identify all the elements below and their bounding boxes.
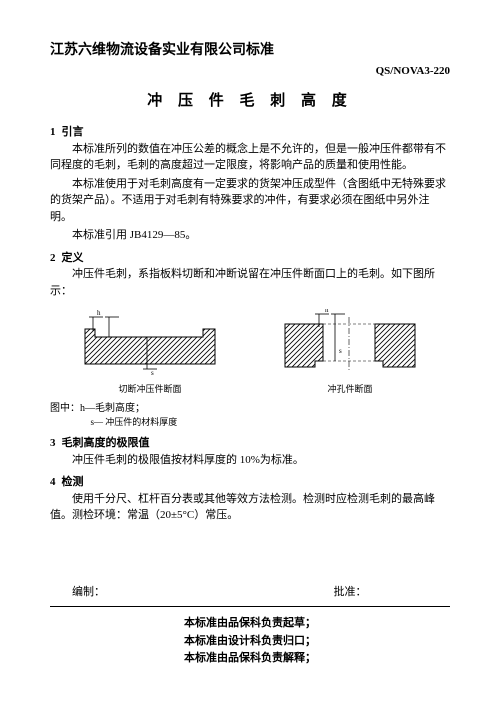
legend-head: 图中： (50, 403, 80, 414)
figure-1: h s 切断冲压件断面 (75, 309, 225, 397)
figures-row: h s 切断冲压件断面 h s 冲孔件断面 (50, 309, 450, 397)
company-header: 江苏六维物流设备实业有限公司标准 (50, 40, 450, 61)
section-1-head: 1 引言 (50, 124, 450, 141)
fig1-caption: 切断冲压件断面 (75, 383, 225, 397)
sig-approved: 批准： (250, 584, 450, 601)
svg-text:h: h (325, 309, 329, 314)
section-2-num: 2 (50, 250, 56, 267)
doc-code: QS/NOVA3-220 (50, 63, 450, 80)
s2-p1: 冲压件毛刺，系指板料切断和冲断说留在冲压件断面口上的毛刺。如下图所示： (50, 266, 450, 299)
section-4-title: 检测 (62, 476, 84, 488)
footer-2: 本标准由设计科负责归口； (50, 633, 450, 651)
svg-text:h: h (97, 309, 101, 317)
section-1-num: 1 (50, 124, 56, 141)
s1-p1: 本标准所列的数值在冲压公差的概念上是不允许的，但是一般冲压件都带有不同程度的毛刺… (50, 141, 450, 174)
signature-row: 编制： 批准： (50, 584, 450, 601)
s1-p3: 本标准引用 JB4129—85。 (50, 227, 450, 244)
footer-3: 本标准由品保科负责解释； (50, 650, 450, 668)
sig-compiled: 编制： (50, 584, 250, 601)
legend: 图中：h—毛刺高度； s— 冲压件的材料厚度 (50, 401, 450, 430)
signature-line (50, 606, 450, 607)
doc-title: 冲 压 件 毛 刺 高 度 (50, 90, 450, 113)
legend-2: s— 冲压件的材料厚度 (50, 416, 450, 430)
s3-p1: 冲压件毛刺的极限值按材料厚度的 10%为标准。 (50, 452, 450, 469)
footer: 本标准由品保科负责起草； 本标准由设计科负责归口； 本标准由品保科负责解释； (50, 615, 450, 668)
svg-text:s: s (151, 369, 154, 377)
section-3-title: 毛刺高度的极限值 (62, 437, 150, 449)
section-4-head: 4 检测 (50, 474, 450, 491)
section-1-title: 引言 (62, 126, 84, 138)
section-4-num: 4 (50, 474, 56, 491)
section-2-title: 定义 (62, 252, 84, 264)
svg-text:s: s (339, 347, 342, 355)
s4-p1: 使用千分尺、杠杆百分表或其他等效方法检测。检测时应检测毛刺的最高峰值。测检环境：… (50, 491, 450, 524)
section-3-num: 3 (50, 435, 56, 452)
s1-p2: 本标准使用于对毛刺高度有一定要求的货架冲压成型件（含图纸中无特殊要求的货架产品）… (50, 176, 450, 226)
fig2-caption: 冲孔件断面 (275, 383, 425, 397)
section-3-head: 3 毛刺高度的极限值 (50, 435, 450, 452)
section-2-head: 2 定义 (50, 250, 450, 267)
footer-1: 本标准由品保科负责起草； (50, 615, 450, 633)
legend-1: h—毛刺高度； (80, 403, 145, 414)
figure-2: h s 冲孔件断面 (275, 309, 425, 397)
